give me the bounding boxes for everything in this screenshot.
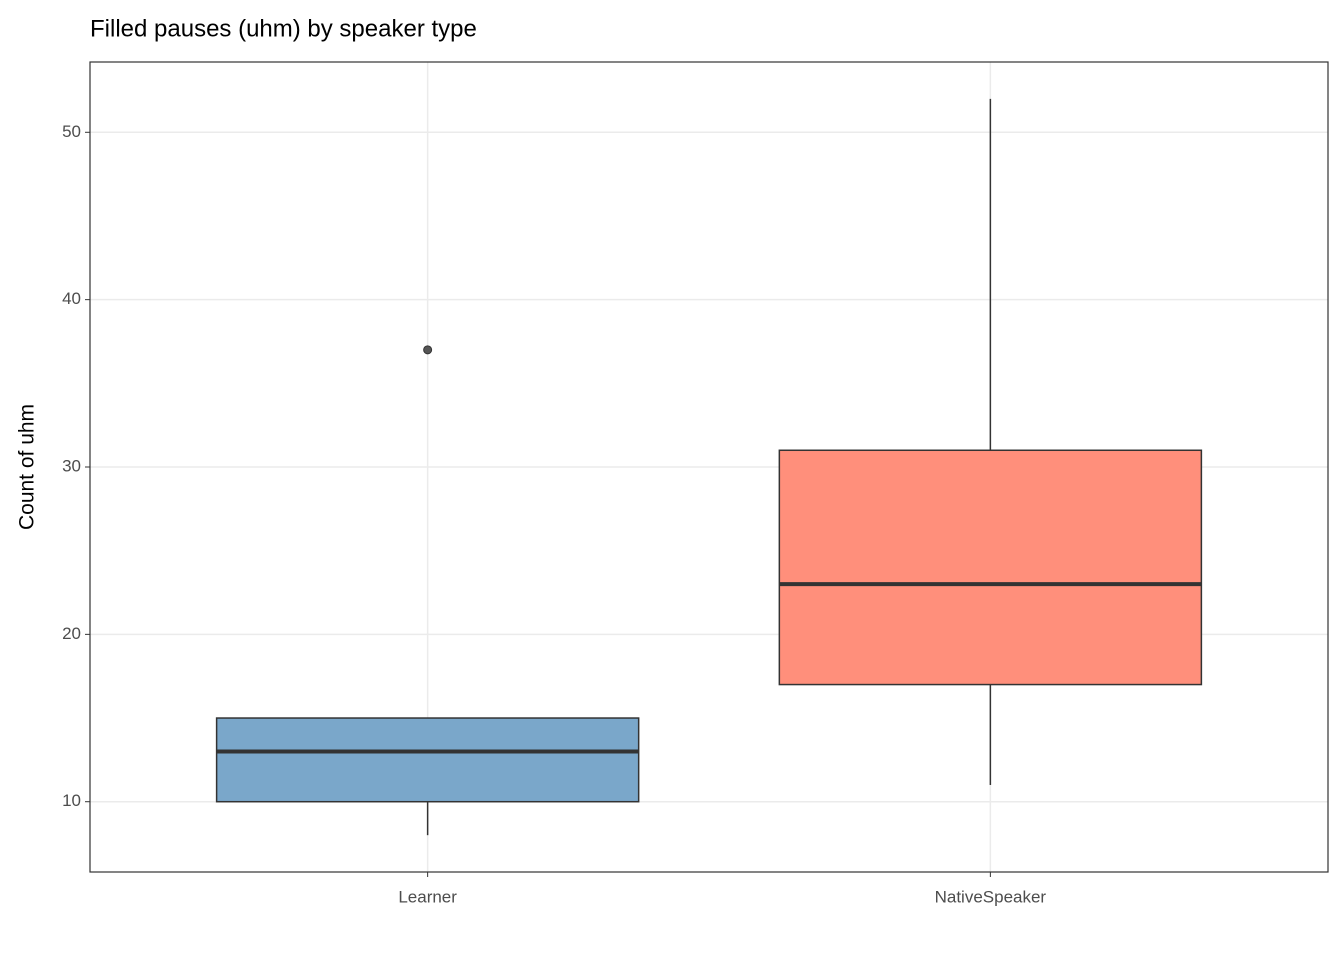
chart-title: Filled pauses (uhm) by speaker type xyxy=(90,15,477,42)
y-tick-label: 10 xyxy=(62,791,81,810)
y-axis-label: Count of uhm xyxy=(16,404,39,530)
y-tick-label: 50 xyxy=(62,122,81,141)
panel-border xyxy=(89,61,1329,873)
y-tick-label: 40 xyxy=(62,289,81,308)
y-tick-label: 30 xyxy=(62,456,81,475)
outlier xyxy=(423,345,433,355)
box xyxy=(215,717,640,803)
y-tick-label: 20 xyxy=(62,624,81,643)
x-tick-label: NativeSpeaker xyxy=(935,887,1047,906)
box xyxy=(778,449,1203,686)
plot-area: 10 20 30 40 50 Learner NativeSpeaker xyxy=(62,62,1328,906)
x-tick-label: Learner xyxy=(398,887,457,906)
